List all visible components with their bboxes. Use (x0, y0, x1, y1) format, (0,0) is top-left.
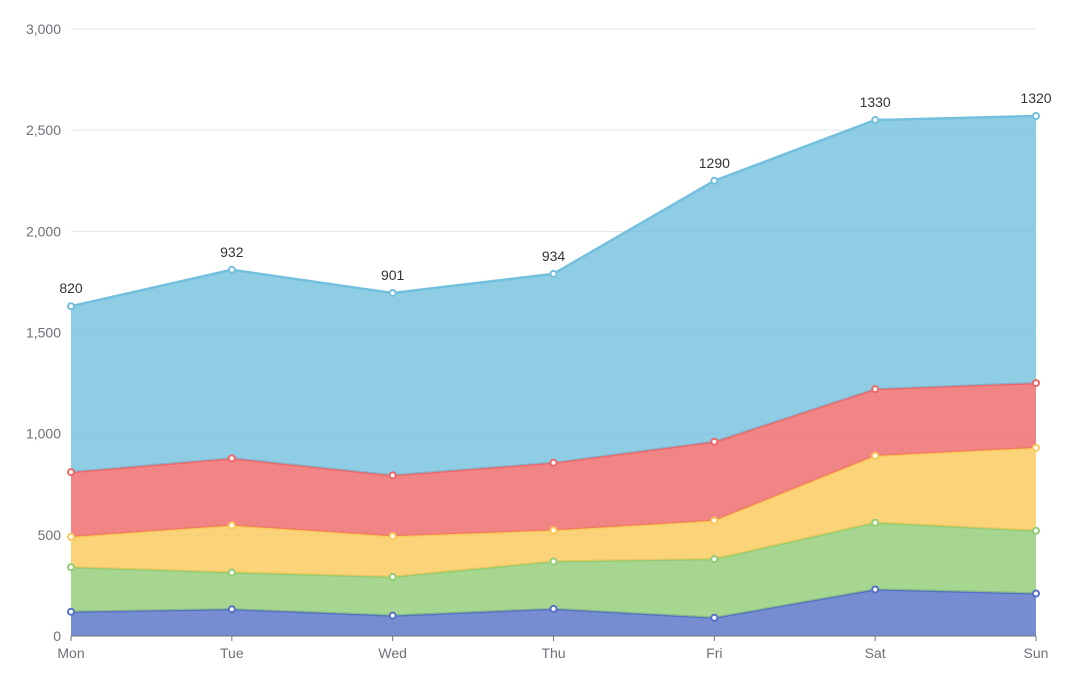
data-point[interactable] (871, 116, 880, 125)
data-point[interactable] (388, 611, 397, 620)
data-point[interactable] (67, 532, 75, 541)
y-tick-label: 2,000 (26, 223, 61, 239)
data-label: 1290 (699, 155, 730, 171)
data-point[interactable] (710, 516, 719, 525)
data-point[interactable] (67, 607, 75, 616)
data-point[interactable] (549, 458, 558, 467)
data-point[interactable] (710, 176, 719, 185)
y-tick-label: 1,500 (26, 325, 61, 341)
data-point[interactable] (1032, 443, 1040, 452)
x-tick-label: Wed (378, 645, 407, 661)
data-point[interactable] (227, 568, 236, 577)
series-area (71, 116, 1036, 476)
data-point[interactable] (1032, 526, 1040, 535)
data-point[interactable] (549, 526, 558, 535)
data-point[interactable] (710, 613, 719, 622)
y-tick-label: 1,000 (26, 426, 61, 442)
x-tick-label: Tue (220, 645, 244, 661)
data-point[interactable] (388, 572, 397, 581)
data-label: 901 (381, 267, 405, 283)
y-tick-label: 2,500 (26, 122, 61, 138)
data-label: 934 (542, 248, 566, 264)
y-tick-label: 3,000 (26, 21, 61, 37)
series-area (71, 447, 1036, 577)
data-point[interactable] (1032, 589, 1040, 598)
y-tick-label: 0 (53, 628, 61, 644)
data-point[interactable] (388, 532, 397, 541)
data-label: 820 (59, 280, 83, 296)
x-tick-label: Thu (541, 645, 565, 661)
data-point[interactable] (871, 518, 880, 527)
data-point[interactable] (67, 468, 75, 477)
data-label: 1320 (1020, 90, 1051, 106)
data-label: 932 (220, 244, 244, 260)
data-label: 1330 (860, 94, 891, 110)
data-point[interactable] (227, 454, 236, 463)
x-tick-label: Fri (706, 645, 722, 661)
data-point[interactable] (1032, 379, 1040, 388)
x-tick-label: Sun (1024, 645, 1049, 661)
data-point[interactable] (710, 555, 719, 564)
data-point[interactable] (1032, 112, 1040, 121)
data-labels-group: 820 932 901 934 1290 1330 1320 (59, 90, 1051, 296)
axes: 0 500 1,000 1,500 2,000 2,500 3,000 Mon Tue Wed Th… (26, 21, 1049, 661)
data-point[interactable] (67, 563, 75, 572)
series-area (71, 383, 1036, 537)
y-tick-label: 500 (38, 527, 62, 543)
x-tick-label: Mon (57, 645, 84, 661)
data-point[interactable] (549, 604, 558, 613)
data-point[interactable] (871, 585, 880, 594)
data-point[interactable] (549, 269, 558, 278)
x-tick-label: Sat (865, 645, 886, 661)
data-point[interactable] (67, 302, 75, 311)
data-point[interactable] (710, 437, 719, 446)
data-point[interactable] (227, 521, 236, 530)
series-area (71, 522, 1036, 618)
data-point[interactable] (227, 605, 236, 614)
data-point[interactable] (388, 471, 397, 480)
data-point[interactable] (871, 385, 880, 394)
data-point[interactable] (871, 451, 880, 460)
data-points-group (67, 112, 1040, 622)
data-point[interactable] (227, 265, 236, 274)
data-point[interactable] (388, 289, 397, 298)
data-point[interactable] (549, 557, 558, 566)
